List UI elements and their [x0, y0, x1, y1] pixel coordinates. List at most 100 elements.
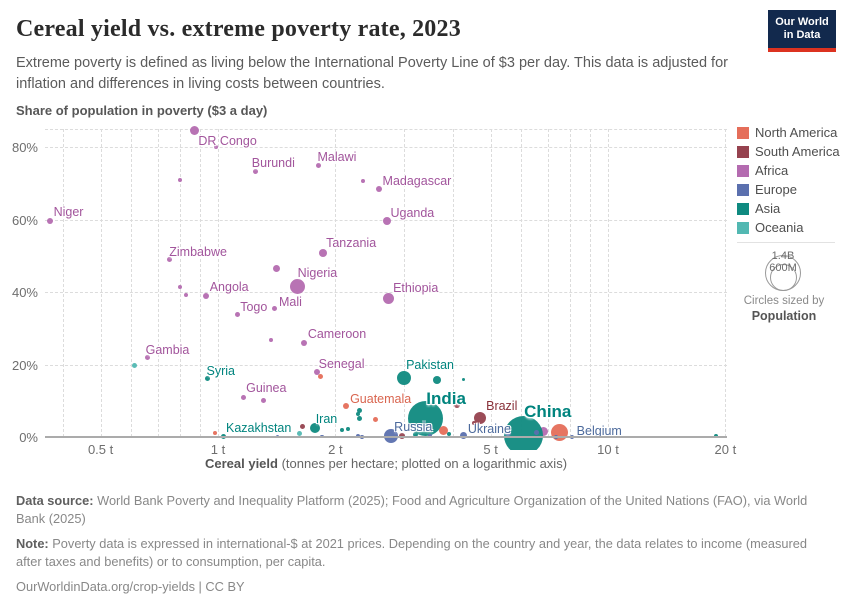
point-syria[interactable]	[205, 376, 211, 382]
point-unlabeled[interactable]	[340, 428, 345, 433]
point-label-tanzania[interactable]: Tanzania	[326, 236, 377, 251]
point-india[interactable]	[407, 400, 443, 436]
owid-logo[interactable]: Our World in Data	[768, 10, 836, 52]
point-unlabeled[interactable]	[538, 427, 548, 437]
point-gambia[interactable]	[145, 354, 151, 360]
point-label-ethiopia[interactable]: Ethiopia	[393, 281, 439, 296]
point-ethiopia[interactable]	[382, 292, 394, 304]
legend-item-europe[interactable]: Europe	[737, 180, 847, 199]
point-niger[interactable]	[46, 218, 53, 225]
point-malawi[interactable]	[315, 163, 321, 169]
point-unlabeled[interactable]	[131, 363, 137, 369]
note-line: Note: Poverty data is expressed in inter…	[16, 535, 834, 571]
x-tick-label: 5 t	[483, 442, 498, 457]
legend-item-south-america[interactable]: South America	[737, 142, 847, 161]
point-ukraine[interactable]	[460, 432, 468, 440]
point-label-mali[interactable]: Mali	[278, 295, 302, 310]
point-unlabeled[interactable]	[184, 293, 189, 298]
point-unlabeled[interactable]	[261, 397, 267, 403]
point-unlabeled[interactable]	[361, 178, 366, 183]
point-unlabeled[interactable]	[461, 378, 466, 382]
legend-label: Africa	[755, 163, 789, 178]
point-label-gambia[interactable]: Gambia	[145, 343, 190, 358]
point-unlabeled[interactable]	[428, 433, 433, 438]
point-guatemala[interactable]	[343, 402, 350, 409]
point-cameroon[interactable]	[300, 339, 307, 346]
point-unlabeled[interactable]	[272, 265, 280, 273]
y-tick-label: 0%	[19, 430, 38, 445]
point-angola[interactable]	[202, 293, 209, 300]
point-unlabeled[interactable]	[357, 407, 363, 413]
point-label-togo[interactable]: Togo	[240, 300, 268, 315]
point-mali[interactable]	[272, 305, 278, 311]
point-iran[interactable]	[309, 422, 320, 433]
point-label-china[interactable]: China	[524, 402, 572, 422]
point-unlabeled[interactable]	[471, 421, 476, 426]
point-unlabeled[interactable]	[178, 285, 183, 290]
point-label-angola[interactable]: Angola	[209, 280, 249, 295]
point-label-niger[interactable]: Niger	[53, 205, 84, 220]
point-unlabeled[interactable]	[432, 375, 441, 384]
point-unlabeled[interactable]	[300, 423, 306, 429]
legend-swatch	[737, 126, 749, 139]
point-unlabeled[interactable]	[373, 416, 379, 422]
point-label-belgium[interactable]: Belgium	[576, 423, 622, 438]
point-label-guinea[interactable]: Guinea	[246, 381, 287, 396]
gridline-x	[218, 128, 219, 437]
point-unlabeled[interactable]	[214, 145, 219, 150]
point-label-brazil[interactable]: Brazil	[486, 399, 518, 414]
point-unlabeled[interactable]	[346, 427, 351, 432]
point-pakistan[interactable]	[397, 370, 412, 385]
point-unlabeled[interactable]	[453, 401, 460, 408]
point-uganda[interactable]	[383, 216, 392, 225]
point-label-senegal[interactable]: Senegal	[318, 357, 365, 372]
point-madagascar[interactable]	[375, 186, 382, 193]
point-unlabeled[interactable]	[212, 431, 217, 436]
point-label-madagascar[interactable]: Madagascar	[382, 174, 452, 189]
point-dr-congo[interactable]	[189, 126, 199, 136]
point-guinea[interactable]	[240, 394, 246, 400]
point-label-cameroon[interactable]: Cameroon	[307, 326, 367, 341]
point-label-malawi[interactable]: Malawi	[317, 149, 357, 164]
point-brazil[interactable]	[474, 412, 487, 425]
point-label-india[interactable]: India	[426, 389, 466, 409]
point-label-burundi[interactable]: Burundi	[251, 156, 295, 171]
point-unlabeled[interactable]	[505, 430, 512, 437]
point-label-russia[interactable]: Russia	[394, 419, 433, 434]
point-label-dr-congo[interactable]: DR Congo	[198, 133, 257, 148]
point-unlabeled[interactable]	[356, 412, 361, 417]
point-senegal[interactable]	[313, 369, 320, 376]
point-unlabeled[interactable]	[398, 432, 405, 439]
point-label-ukraine[interactable]: Ukraine	[467, 421, 511, 436]
point-unlabeled[interactable]	[317, 374, 323, 380]
point-unlabeled[interactable]	[178, 177, 183, 182]
point-label-nigeria[interactable]: Nigeria	[297, 266, 338, 281]
point-unlabeled[interactable]	[446, 432, 451, 437]
legend-item-asia[interactable]: Asia	[737, 199, 847, 218]
credit-line[interactable]: OurWorldinData.org/crop-yields | CC BY	[16, 578, 245, 594]
point-unlabeled[interactable]	[357, 416, 363, 422]
point-label-iran[interactable]: Iran	[315, 411, 338, 426]
point-zimbabwe[interactable]	[166, 257, 172, 263]
point-label-syria[interactable]: Syria	[206, 363, 235, 378]
point-unlabeled[interactable]	[534, 430, 540, 436]
point-russia[interactable]	[384, 428, 399, 443]
legend-item-africa[interactable]: Africa	[737, 161, 847, 180]
point-unlabeled[interactable]	[438, 425, 448, 435]
point-label-kazakhstan[interactable]: Kazakhstan	[226, 421, 292, 436]
point-nigeria[interactable]	[290, 278, 306, 294]
point-label-zimbabwe[interactable]: Zimbabwe	[169, 244, 227, 259]
point-label-uganda[interactable]: Uganda	[390, 205, 435, 220]
point-unlabeled[interactable]	[269, 337, 274, 342]
point-togo[interactable]	[234, 311, 240, 317]
legend-item-north-america[interactable]: North America	[737, 123, 847, 142]
point-label-guatemala[interactable]: Guatemala	[350, 391, 412, 406]
point-burundi[interactable]	[253, 168, 259, 174]
legend-item-oceania[interactable]: Oceania	[737, 218, 847, 237]
point-label-pakistan[interactable]: Pakistan	[406, 357, 455, 372]
point-unlabeled[interactable]	[297, 431, 303, 437]
legend-label: North America	[755, 125, 838, 140]
point-tanzania[interactable]	[319, 249, 328, 258]
point-unlabeled[interactable]	[412, 431, 418, 437]
